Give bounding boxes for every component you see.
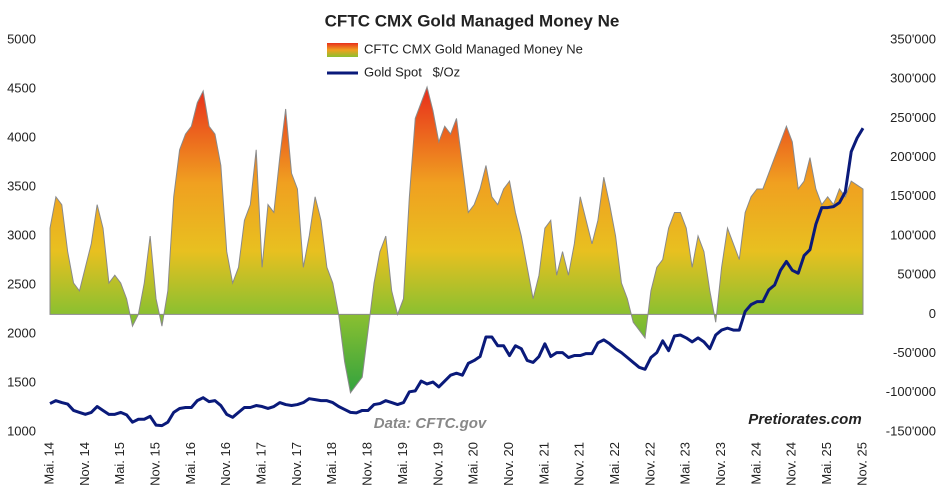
y2-tick-label: 100'000 xyxy=(890,227,936,242)
x-tick-label: Nov. 18 xyxy=(360,442,375,486)
x-tick-label: Nov. 15 xyxy=(147,442,162,486)
legend-swatch xyxy=(327,43,358,57)
y2-tick-label: 0 xyxy=(929,306,936,321)
y-tick-label: 1000 xyxy=(7,423,36,438)
x-tick-label: Nov. 22 xyxy=(642,442,657,486)
y-tick-label: 4000 xyxy=(7,129,36,144)
brand-note: Pretiorates.com xyxy=(748,411,861,428)
x-tick-label: Mai. 25 xyxy=(819,442,834,485)
y-tick-label: 3000 xyxy=(7,227,36,242)
y-tick-label: 2500 xyxy=(7,276,36,291)
x-tick-label: Mai. 17 xyxy=(254,442,269,485)
x-tick-label: Nov. 20 xyxy=(501,442,516,486)
y2-tick-label: 250'000 xyxy=(890,110,936,125)
x-tick-label: Nov. 25 xyxy=(854,442,869,486)
y2-tick-label: -150'000 xyxy=(886,423,936,438)
gold-line xyxy=(49,127,865,428)
y-tick-label: 1500 xyxy=(7,374,36,389)
y2-tick-label: 50'000 xyxy=(897,267,936,282)
x-tick-label: Mai. 20 xyxy=(466,442,481,485)
chart-title: CFTC CMX Gold Managed Money Ne xyxy=(325,11,620,30)
x-tick-label: Nov. 24 xyxy=(784,442,799,486)
y-tick-label: 5000 xyxy=(7,31,36,46)
y-tick-label: 3500 xyxy=(7,178,36,193)
y2-tick-label: -50'000 xyxy=(893,345,936,360)
y2-tick-label: 300'000 xyxy=(890,71,936,86)
legend-label: CFTC CMX Gold Managed Money Ne xyxy=(364,41,583,56)
x-tick-label: Nov. 16 xyxy=(218,442,233,486)
x-tick-label: Nov. 21 xyxy=(572,442,587,486)
x-tick-label: Mai. 15 xyxy=(112,442,127,485)
y2-tick-label: -100'000 xyxy=(886,384,936,399)
y2-tick-label: 200'000 xyxy=(890,149,936,164)
source-note: Data: CFTC.gov xyxy=(374,415,488,432)
x-tick-label: Nov. 19 xyxy=(430,442,445,486)
x-tick-label: Mai. 21 xyxy=(536,442,551,485)
x-tick-label: Nov. 23 xyxy=(713,442,728,486)
x-tick-label: Mai. 14 xyxy=(41,442,56,485)
x-tick-label: Mai. 22 xyxy=(607,442,622,485)
x-tick-label: Mai. 23 xyxy=(678,442,693,485)
y2-tick-label: 150'000 xyxy=(890,188,936,203)
net-position-area xyxy=(49,85,864,395)
y-tick-label: 2000 xyxy=(7,325,36,340)
legend-label: Gold Spot $/Oz xyxy=(364,64,460,79)
x-tick-label: Nov. 14 xyxy=(77,442,92,486)
x-tick-label: Mai. 19 xyxy=(395,442,410,485)
x-tick-label: Nov. 17 xyxy=(289,442,304,486)
y2-tick-label: 350'000 xyxy=(890,31,936,46)
x-tick-label: Mai. 24 xyxy=(748,442,763,485)
x-tick-label: Mai. 16 xyxy=(183,442,198,485)
y-tick-label: 4500 xyxy=(7,80,36,95)
x-tick-label: Mai. 18 xyxy=(324,442,339,485)
